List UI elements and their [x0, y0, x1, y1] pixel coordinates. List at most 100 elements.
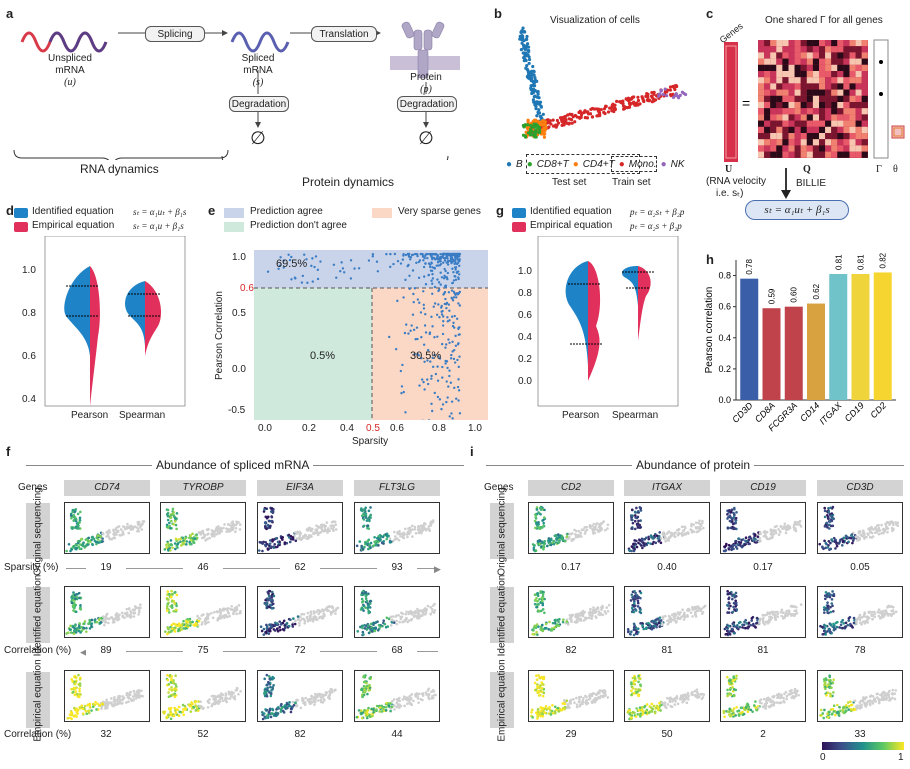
sparsity-scatter — [254, 250, 488, 420]
g-ytick: 0.4 — [518, 332, 532, 343]
bar — [829, 274, 848, 400]
bar-value-label: 0.62 — [812, 283, 821, 299]
sparsity-value: 19 — [86, 562, 126, 573]
row-identified-i: Identified equation — [490, 574, 514, 656]
u-matrix-label: U — [725, 164, 733, 175]
gene-header: CD74 — [64, 480, 150, 496]
category-label: ITGAX — [817, 400, 844, 427]
i-corr-identified: 81 — [661, 645, 673, 656]
translation-step: Translation — [311, 26, 377, 42]
g-ytick: 0.8 — [518, 288, 532, 299]
pct-sparse: 30.5% — [410, 350, 442, 362]
panel-label-i: i — [470, 444, 474, 459]
row-empirical-i: Empirical equation — [490, 659, 514, 741]
gene-header: ITGAX — [624, 480, 710, 496]
shared-gamma-label: One shared Γ for all genes — [765, 15, 883, 26]
umap-thumbnail — [817, 586, 903, 638]
legend-dot-b: ● — [506, 158, 513, 170]
umap-thumbnail — [624, 670, 710, 722]
e-xlabel: Sparsity — [352, 436, 389, 447]
q-matrix-label: Q — [803, 164, 811, 175]
pct-agree: 69.5% — [276, 258, 308, 270]
violin-plot-d — [44, 236, 186, 407]
legend-swatch-empirical — [14, 222, 28, 232]
theta-label: θ — [893, 164, 898, 175]
gene-header: EIF3A — [257, 480, 343, 496]
y-tick-label: 0.4 — [718, 333, 731, 343]
legend-dot-nk: ● — [660, 158, 667, 170]
legend-swatch-identified — [512, 208, 526, 218]
panel-label-c: c — [706, 6, 714, 21]
d-xtick-spearman: Spearman — [119, 410, 166, 421]
arrow-left-icon: ◀ — [80, 647, 87, 657]
e-xtick: 0.6 — [390, 423, 404, 434]
corr-identified-value: 72 — [280, 645, 320, 656]
g-ytick: 0.2 — [518, 354, 532, 365]
rna-waves-diagram — [13, 21, 460, 160]
corr-identified-value: 75 — [183, 645, 223, 656]
corr-empirical-value: 44 — [391, 729, 403, 740]
umap-thumbnail — [720, 670, 806, 722]
legend-identified-eq: sₜ = α₁uₜ + β₁s — [133, 207, 187, 217]
legend-dot-cd4: ● — [572, 158, 579, 170]
y-tick-label: 0.6 — [718, 302, 731, 312]
panel-label-a: a — [6, 6, 14, 21]
e-xtick: 0.8 — [432, 423, 446, 434]
umap-thumbnail — [354, 502, 440, 554]
legend-empirical-label: Empirical equation — [32, 220, 115, 231]
i-corr-empirical: 50 — [661, 729, 673, 740]
legend-swatch-empirical — [512, 222, 526, 232]
panel-b-title: Visualization of cells — [550, 15, 640, 26]
umap-thumbnail — [720, 586, 806, 638]
protein-label: Protein — [410, 72, 442, 83]
rna-dynamics-label: RNA dynamics — [80, 162, 159, 176]
gene-header: CD2 — [528, 480, 614, 496]
i-title: Abundance of protein — [632, 458, 755, 472]
d-ytick: 0.6 — [22, 351, 36, 362]
legend-cd8: CD8+T — [536, 158, 569, 170]
arrow-right-icon: ▶ — [434, 564, 441, 574]
spliced-mrna-label: mRNA — [243, 65, 273, 76]
gene-header: TYROBP — [160, 480, 246, 496]
bar — [851, 274, 870, 400]
legend-disagree: Prediction don't agree — [250, 220, 347, 231]
degradation-step-protein: Degradation — [397, 96, 457, 112]
i-corr-empirical: 33 — [854, 729, 866, 740]
umap-thumbnail — [64, 502, 150, 554]
i-sparsity-value: 0.40 — [657, 562, 677, 573]
panel-label-g: g — [496, 203, 504, 218]
i-corr-identified: 82 — [565, 645, 577, 656]
bar — [873, 272, 892, 400]
colorbar-min: 0 — [820, 752, 826, 763]
f-genes-label: Genes — [18, 482, 48, 493]
panel-label-b: b — [494, 6, 502, 21]
sparsity-value: 46 — [183, 562, 223, 573]
corr-empirical-value: 82 — [294, 729, 306, 740]
legend-identified-eq: pₜ = α₂sₜ + β₂p — [630, 207, 685, 217]
i-sparsity-value: 0.05 — [850, 562, 870, 573]
billie-equation: sₜ = α₁uₜ + β₁s — [745, 200, 849, 220]
umap-thumbnail — [160, 586, 246, 638]
panel-label-h: h — [706, 252, 714, 267]
viridis-colorbar — [822, 742, 904, 750]
g-xtick-spearman: Spearman — [612, 410, 659, 421]
umap-thumbnail — [720, 502, 806, 554]
i-genes-label: Genes — [484, 482, 514, 493]
bar-value-label: 0.81 — [834, 254, 843, 270]
e-xtick: 1.0 — [468, 423, 482, 434]
f-sparsity-label: Sparsity (%) — [4, 562, 59, 573]
f-title: Abundance of spliced mRNA — [152, 458, 314, 472]
degradation-step-rna: Degradation — [229, 96, 289, 112]
bar-value-label: 0.78 — [745, 259, 754, 275]
legend-dot-mono: ● — [618, 158, 625, 170]
e-ytick: 0.0 — [232, 364, 246, 375]
u-symbol: (u) — [64, 77, 76, 88]
legend-empirical-eq: sₜ = α₁u + β₁s — [133, 221, 184, 231]
umap-thumbnail — [64, 670, 150, 722]
rna-velocity-ie: i.e. sₜ) — [716, 188, 744, 199]
billie-arrow — [781, 168, 791, 199]
umap-thumbnail — [817, 670, 903, 722]
d-ytick: 0.8 — [22, 308, 36, 319]
legend-nk: NK — [670, 158, 685, 170]
